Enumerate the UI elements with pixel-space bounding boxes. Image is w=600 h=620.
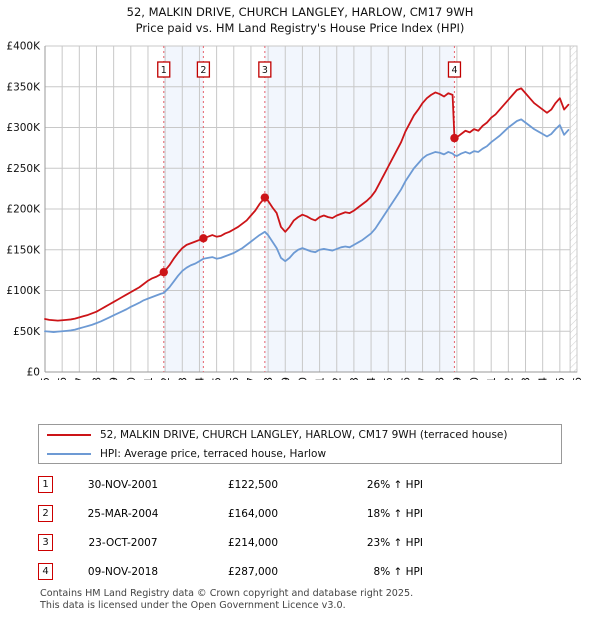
svg-text:2004: 2004 — [194, 377, 206, 380]
svg-text:2005: 2005 — [212, 377, 224, 380]
svg-text:£0: £0 — [27, 367, 40, 379]
svg-text:1995: 1995 — [40, 377, 52, 380]
svg-text:2014: 2014 — [366, 377, 378, 380]
legend-label-property: 52, MALKIN DRIVE, CHURCH LANGLEY, HARLOW… — [100, 428, 508, 441]
copyright-footer: Contains HM Land Registry data © Crown c… — [40, 588, 580, 611]
svg-text:3: 3 — [262, 65, 268, 76]
svg-text:2003: 2003 — [177, 377, 189, 380]
transaction-date: 25-MAR-2004 — [87, 507, 159, 520]
legend-item-hpi: HPI: Average price, terraced house, Harl… — [39, 444, 561, 463]
transaction-hpi-change: 8% ↑ HPI — [373, 565, 423, 578]
svg-text:£250K: £250K — [6, 163, 41, 175]
legend-swatch-hpi — [47, 452, 91, 455]
legend-swatch-property — [47, 433, 91, 436]
svg-text:1996: 1996 — [57, 377, 69, 380]
svg-text:2026: 2026 — [572, 377, 584, 380]
table-row: 2 25-MAR-2004 £164,000 18% ↑ HPI — [38, 499, 568, 528]
transactions-table: 1 30-NOV-2001 £122,500 26% ↑ HPI 2 25-MA… — [38, 470, 568, 586]
svg-text:2021: 2021 — [486, 377, 498, 380]
svg-text:2016: 2016 — [400, 377, 412, 380]
transaction-index-badge: 4 — [38, 563, 53, 580]
chart-legend: 52, MALKIN DRIVE, CHURCH LANGLEY, HARLOW… — [38, 424, 562, 464]
table-row: 1 30-NOV-2001 £122,500 26% ↑ HPI — [38, 470, 568, 499]
table-row: 4 09-NOV-2018 £287,000 8% ↑ HPI — [38, 557, 568, 586]
svg-text:2010: 2010 — [297, 377, 309, 380]
legend-item-property: 52, MALKIN DRIVE, CHURCH LANGLEY, HARLOW… — [39, 425, 561, 444]
transaction-hpi-change: 23% ↑ HPI — [366, 536, 423, 549]
svg-text:2002: 2002 — [160, 377, 172, 380]
svg-text:2015: 2015 — [383, 377, 395, 380]
svg-text:£350K: £350K — [6, 81, 41, 93]
transaction-index-badge: 3 — [38, 534, 53, 551]
svg-text:2008: 2008 — [263, 377, 275, 380]
svg-text:£150K: £150K — [6, 244, 41, 256]
svg-text:2013: 2013 — [349, 377, 361, 380]
transaction-date: 23-OCT-2007 — [88, 536, 158, 549]
svg-text:2022: 2022 — [503, 377, 515, 380]
transaction-price: £214,000 — [227, 536, 279, 549]
svg-text:£100K: £100K — [6, 285, 41, 297]
legend-label-hpi: HPI: Average price, terraced house, Harl… — [100, 447, 327, 460]
svg-text:1997: 1997 — [74, 377, 86, 380]
svg-text:2006: 2006 — [229, 377, 241, 380]
svg-text:2001: 2001 — [143, 377, 155, 380]
transaction-hpi-change: 26% ↑ HPI — [366, 478, 423, 491]
transaction-index-badge: 1 — [38, 476, 53, 493]
svg-text:£50K: £50K — [13, 326, 41, 338]
footer-line2: This data is licensed under the Open Gov… — [40, 599, 346, 611]
svg-text:1: 1 — [161, 65, 167, 76]
svg-text:2009: 2009 — [280, 377, 292, 380]
svg-text:1999: 1999 — [109, 377, 121, 380]
svg-text:2: 2 — [200, 65, 206, 76]
transaction-date: 30-NOV-2001 — [87, 478, 159, 491]
svg-text:2020: 2020 — [469, 377, 481, 380]
footer-line1: Contains HM Land Registry data © Crown c… — [40, 588, 414, 599]
chart-title: 52, MALKIN DRIVE, CHURCH LANGLEY, HARLOW… — [0, 4, 600, 36]
transaction-price: £287,000 — [227, 565, 279, 578]
svg-text:2025: 2025 — [555, 377, 567, 380]
price-history-chart: £0 £50K £100K £150K £200K £250K £300K £350K £400… — [6, 41, 584, 381]
svg-text:1998: 1998 — [91, 377, 103, 380]
transaction-date: 09-NOV-2018 — [87, 565, 159, 578]
transaction-hpi-change: 18% ↑ HPI — [366, 507, 423, 520]
svg-text:£400K: £400K — [6, 41, 41, 53]
chart-title-line1: 52, MALKIN DRIVE, CHURCH LANGLEY, HARLOW… — [126, 5, 474, 19]
svg-text:2011: 2011 — [315, 377, 327, 380]
svg-text:2019: 2019 — [452, 377, 464, 380]
transaction-price: £122,500 — [227, 478, 279, 491]
svg-text:2024: 2024 — [538, 377, 550, 380]
svg-text:2012: 2012 — [332, 377, 344, 380]
svg-text:2018: 2018 — [435, 377, 447, 380]
transaction-price: £164,000 — [227, 507, 279, 520]
svg-text:2017: 2017 — [418, 377, 430, 380]
transaction-index-badge: 2 — [38, 505, 53, 522]
chart-title-line2: Price paid vs. HM Land Registry's House … — [135, 21, 465, 35]
svg-text:2023: 2023 — [521, 377, 533, 380]
svg-text:4: 4 — [451, 65, 457, 76]
svg-text:2007: 2007 — [246, 377, 258, 380]
chart-plot-area: £0 £50K £100K £150K £200K £250K £300K £350K £400… — [0, 40, 600, 381]
svg-text:£200K: £200K — [6, 204, 41, 216]
svg-text:£300K: £300K — [6, 122, 41, 134]
table-row: 3 23-OCT-2007 £214,000 23% ↑ HPI — [38, 528, 568, 557]
svg-text:2000: 2000 — [126, 377, 138, 380]
